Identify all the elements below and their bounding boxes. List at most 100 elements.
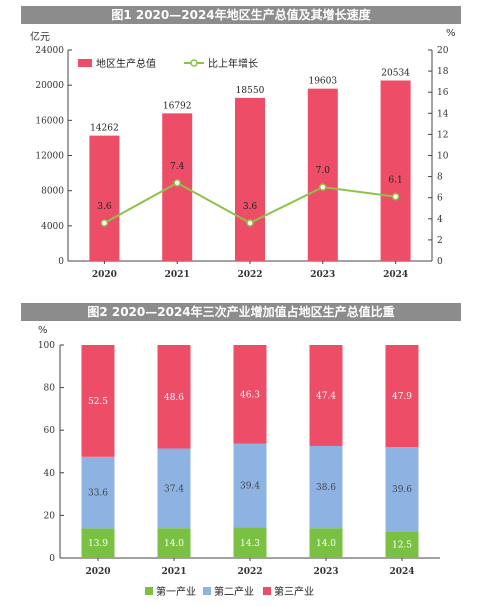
chart1-left-unit: 亿元 <box>30 30 50 43</box>
chart2-segment-label: 52.5 <box>88 397 108 407</box>
chart2-legend-label: 第一产业 <box>156 585 196 598</box>
chart1-x-tick-label: 2021 <box>165 270 190 280</box>
chart1-y2-tick-label: 16 <box>437 88 449 98</box>
chart1-bar-label: 16792 <box>163 101 192 111</box>
chart2-segment-label: 14.0 <box>316 539 336 549</box>
chart1-growth-point <box>246 219 254 227</box>
chart2-segment-label: 14.3 <box>240 539 260 549</box>
chart1-bar <box>89 135 120 261</box>
chart2-y-tick-label: 60 <box>44 426 56 436</box>
chart2-segment-label: 47.4 <box>316 391 336 401</box>
chart1-bar <box>162 113 193 261</box>
chart2-y-tick-label: 40 <box>44 469 56 479</box>
chart1-growth-label: 3.6 <box>97 202 112 212</box>
chart1-y2-tick-label: 18 <box>437 67 449 77</box>
chart2-title: 图2 2020—2024年三次产业增加值占地区生产总值比重 <box>21 303 461 321</box>
chart1-y-tick-label: 20000 <box>35 81 64 91</box>
chart1-growth-point <box>173 179 181 187</box>
chart2-bar-segment <box>157 345 191 449</box>
chart1-legend-bar-swatch <box>78 59 92 67</box>
chart2-unit: % <box>38 325 48 336</box>
chart2-y-tick-label: 100 <box>38 341 55 351</box>
chart1-y2-tick-label: 8 <box>437 173 443 183</box>
chart2-segment-label: 37.4 <box>164 484 184 494</box>
chart2-x-tick-label: 2022 <box>237 567 262 577</box>
chart2-segment-label: 13.9 <box>88 539 108 549</box>
chart1-x-tick-label: 2023 <box>310 270 335 280</box>
chart1-y-tick-label: 16000 <box>35 116 64 126</box>
chart1-svg: 0 4000 8000 12000 16000 20000 24000 0 2 4 6 8 10 12 14… <box>30 28 456 280</box>
chart1-y2-tick-label: 4 <box>437 215 443 225</box>
chart1-bar <box>307 88 338 262</box>
chart1-growth-label: 3.6 <box>243 202 258 212</box>
chart2-bar-segment <box>81 456 115 529</box>
chart2-bar-segment <box>385 447 419 532</box>
chart2-legend-label: 第三产业 <box>274 585 314 598</box>
chart2-legend-label: 第二产业 <box>214 585 254 598</box>
chart2-x-tick-label: 2023 <box>313 567 338 577</box>
chart1-x-tick-label: 2024 <box>383 270 408 280</box>
chart1-growth-label: 7.4 <box>170 162 185 172</box>
chart1-legend-bar-label: 地区生产总值 <box>96 57 156 70</box>
chart1-y-tick-label: 4000 <box>41 222 64 232</box>
chart2-segment-label: 12.5 <box>392 541 412 551</box>
chart1-y-tick-label: 8000 <box>41 187 64 197</box>
chart1-y2-tick-label: 2 <box>437 236 443 246</box>
chart2-segment-label: 39.4 <box>240 482 260 492</box>
chart2-segment-label: 48.6 <box>164 393 184 403</box>
chart2-segment-label: 47.9 <box>392 392 412 402</box>
chart1-x-tick-label: 2020 <box>92 270 117 280</box>
chart1-y2-tick-label: 6 <box>437 194 443 204</box>
chart2-bar-segment <box>309 345 343 446</box>
chart2-bar-segment <box>157 528 191 558</box>
chart1-y-tick-label: 12000 <box>35 152 64 162</box>
chart2-bar-segment <box>233 527 267 558</box>
chart1-legend-line-marker <box>190 59 198 67</box>
chart2-x-tick-label: 2024 <box>389 567 414 577</box>
chart1-y2-tick-label: 20 <box>437 46 449 56</box>
chart1-y2-tick-label: 14 <box>437 109 449 119</box>
chart2-segment-label: 39.6 <box>392 485 412 495</box>
chart2-bar-segment <box>157 448 191 529</box>
chart1-growth-point <box>100 219 109 227</box>
chart2-segment-label: 33.6 <box>88 489 108 499</box>
chart1-y2-tick-label: 12 <box>437 130 448 140</box>
chart1-bar-label: 14262 <box>90 124 119 134</box>
chart2-bar-segment <box>233 443 267 528</box>
chart2-svg: % 0 20 40 60 80 100 13.9 33.6 52.5 2020 14.0 37.4 48.… <box>38 325 440 598</box>
chart1-title: 图1 2020—2024年地区生产总值及其增长速度 <box>21 6 461 24</box>
chart1-bar <box>380 80 411 261</box>
chart1-y-tick-label: 0 <box>58 257 64 267</box>
chart2-y-tick-label: 0 <box>49 554 55 564</box>
chart1-growth-point <box>319 183 327 191</box>
chart2-x-tick-label: 2021 <box>161 567 186 577</box>
chart1-right-unit: % <box>446 28 456 39</box>
chart2-legend-swatch <box>203 587 211 595</box>
chart2-legend-swatch <box>145 587 153 595</box>
chart2-bar-segment <box>385 345 419 448</box>
chart1-growth-point <box>391 192 400 201</box>
chart1-bar-label: 19603 <box>308 77 337 87</box>
chart2-bar-segment <box>81 528 115 558</box>
chart2-x-tick-label: 2020 <box>85 567 110 577</box>
chart1-bar-label: 18550 <box>236 86 265 96</box>
chart1-x-tick-label: 2022 <box>237 270 262 280</box>
chart1-growth-label: 6.1 <box>388 176 402 186</box>
chart2-y-tick-label: 80 <box>44 384 56 394</box>
chart2-bar-segment <box>309 445 343 529</box>
chart1-growth-label: 7.0 <box>316 166 331 176</box>
chart1-legend-line-label: 比上年增长 <box>208 57 258 70</box>
chart1-bar-label: 20534 <box>381 68 410 78</box>
chart1-bar <box>235 97 265 261</box>
chart2-bar-segment <box>233 345 267 444</box>
chart2-bar-segment <box>309 528 343 558</box>
chart2-y-tick-label: 20 <box>44 511 56 521</box>
chart1-y2-tick-label: 10 <box>437 152 449 162</box>
chart2-segment-label: 46.3 <box>240 390 260 400</box>
chart2-bar-segment <box>81 345 115 457</box>
chart2-segment-label: 38.6 <box>316 483 336 493</box>
chart1-y2-tick-label: 0 <box>437 257 443 267</box>
chart2-bar-segment <box>385 531 419 558</box>
chart2-segment-label: 14.0 <box>164 539 184 549</box>
chart1-y-tick-label: 24000 <box>35 46 64 56</box>
